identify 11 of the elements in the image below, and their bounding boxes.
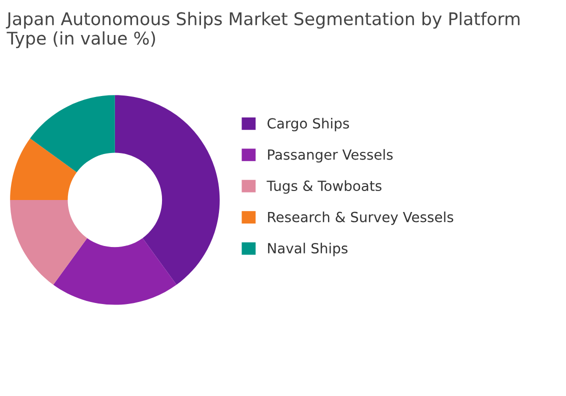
legend-label: Passanger Vessels (268, 149, 393, 163)
legend-label: Naval Ships (268, 242, 348, 256)
legend-label: Tugs & Towboats (266, 180, 382, 194)
donut-slice (10, 200, 88, 285)
legend-label: Research & Survey Vessels (268, 212, 454, 225)
donut-slice (114, 95, 220, 285)
chart-title: Japan Autonomous Ships Market Segmentation by Platform Type (in value %) (6, 12, 520, 48)
legend-label: Cargo Ships (268, 118, 349, 132)
donut-slice (10, 138, 77, 200)
donut-slice (30, 95, 115, 172)
donut-slice (53, 238, 177, 305)
